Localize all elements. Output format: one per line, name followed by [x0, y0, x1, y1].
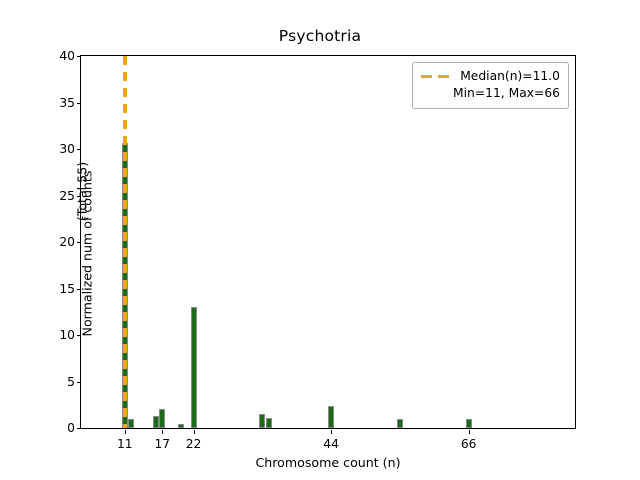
bar [328, 405, 335, 428]
y-tick [77, 288, 81, 290]
x-tick-label: 44 [323, 437, 339, 451]
y-tick [77, 242, 81, 244]
bar [153, 415, 160, 428]
x-tick-label: 66 [460, 437, 477, 451]
y-tick-label: 0 [67, 421, 75, 435]
y-tick [77, 56, 81, 58]
y-axis-label-total: (Total 55) [74, 161, 90, 222]
y-tick [77, 149, 81, 151]
bar [178, 424, 185, 428]
page-title: Psychotria [278, 27, 362, 45]
legend-label-median: Median(n)=11.0 [460, 69, 560, 83]
y-tick-label: 5 [67, 374, 75, 389]
x-axis-label: Chromosome count (n) [255, 455, 401, 470]
x-tick-label: 17 [154, 437, 171, 451]
y-tick [77, 428, 81, 430]
y-tick [77, 335, 81, 337]
y-tick [77, 195, 81, 197]
bar [190, 307, 197, 428]
y-tick-label: 30 [59, 142, 75, 156]
x-tick-label: 22 [185, 437, 202, 451]
y-tick-label: 25 [59, 188, 75, 203]
x-tick-label: 11 [116, 437, 133, 451]
x-tick [468, 430, 470, 434]
y-tick-label: 40 [59, 49, 75, 63]
legend-entry-median: Median(n)=11.0 [421, 68, 560, 85]
x-tick [331, 430, 333, 434]
bar [265, 417, 272, 428]
bar [159, 409, 166, 428]
y-tick-label: 10 [59, 328, 75, 342]
dashed-line-icon [421, 71, 451, 83]
x-tick [124, 430, 126, 434]
bar [465, 418, 472, 428]
legend-entry-range: Min=11, Max=66 [421, 85, 560, 102]
bar [396, 418, 403, 428]
x-tick [162, 430, 164, 434]
plot-area [81, 56, 575, 428]
legend-label-range: Min=11, Max=66 [453, 86, 560, 100]
y-tick-label: 35 [59, 95, 75, 110]
y-tick-label: 20 [59, 235, 75, 249]
bar [259, 414, 266, 428]
chart-legend: Median(n)=11.0 Min=11, Max=66 [412, 62, 569, 109]
x-tick [193, 430, 195, 434]
y-tick-label: 15 [59, 281, 75, 296]
bar [128, 418, 135, 428]
y-tick [77, 381, 81, 383]
plot-axes: 11 17 22 44 66 0 5 10 15 20 25 30 35 40 Median(n)=11… [59, 49, 576, 451]
y-tick [77, 102, 81, 104]
median-line [122, 56, 127, 428]
